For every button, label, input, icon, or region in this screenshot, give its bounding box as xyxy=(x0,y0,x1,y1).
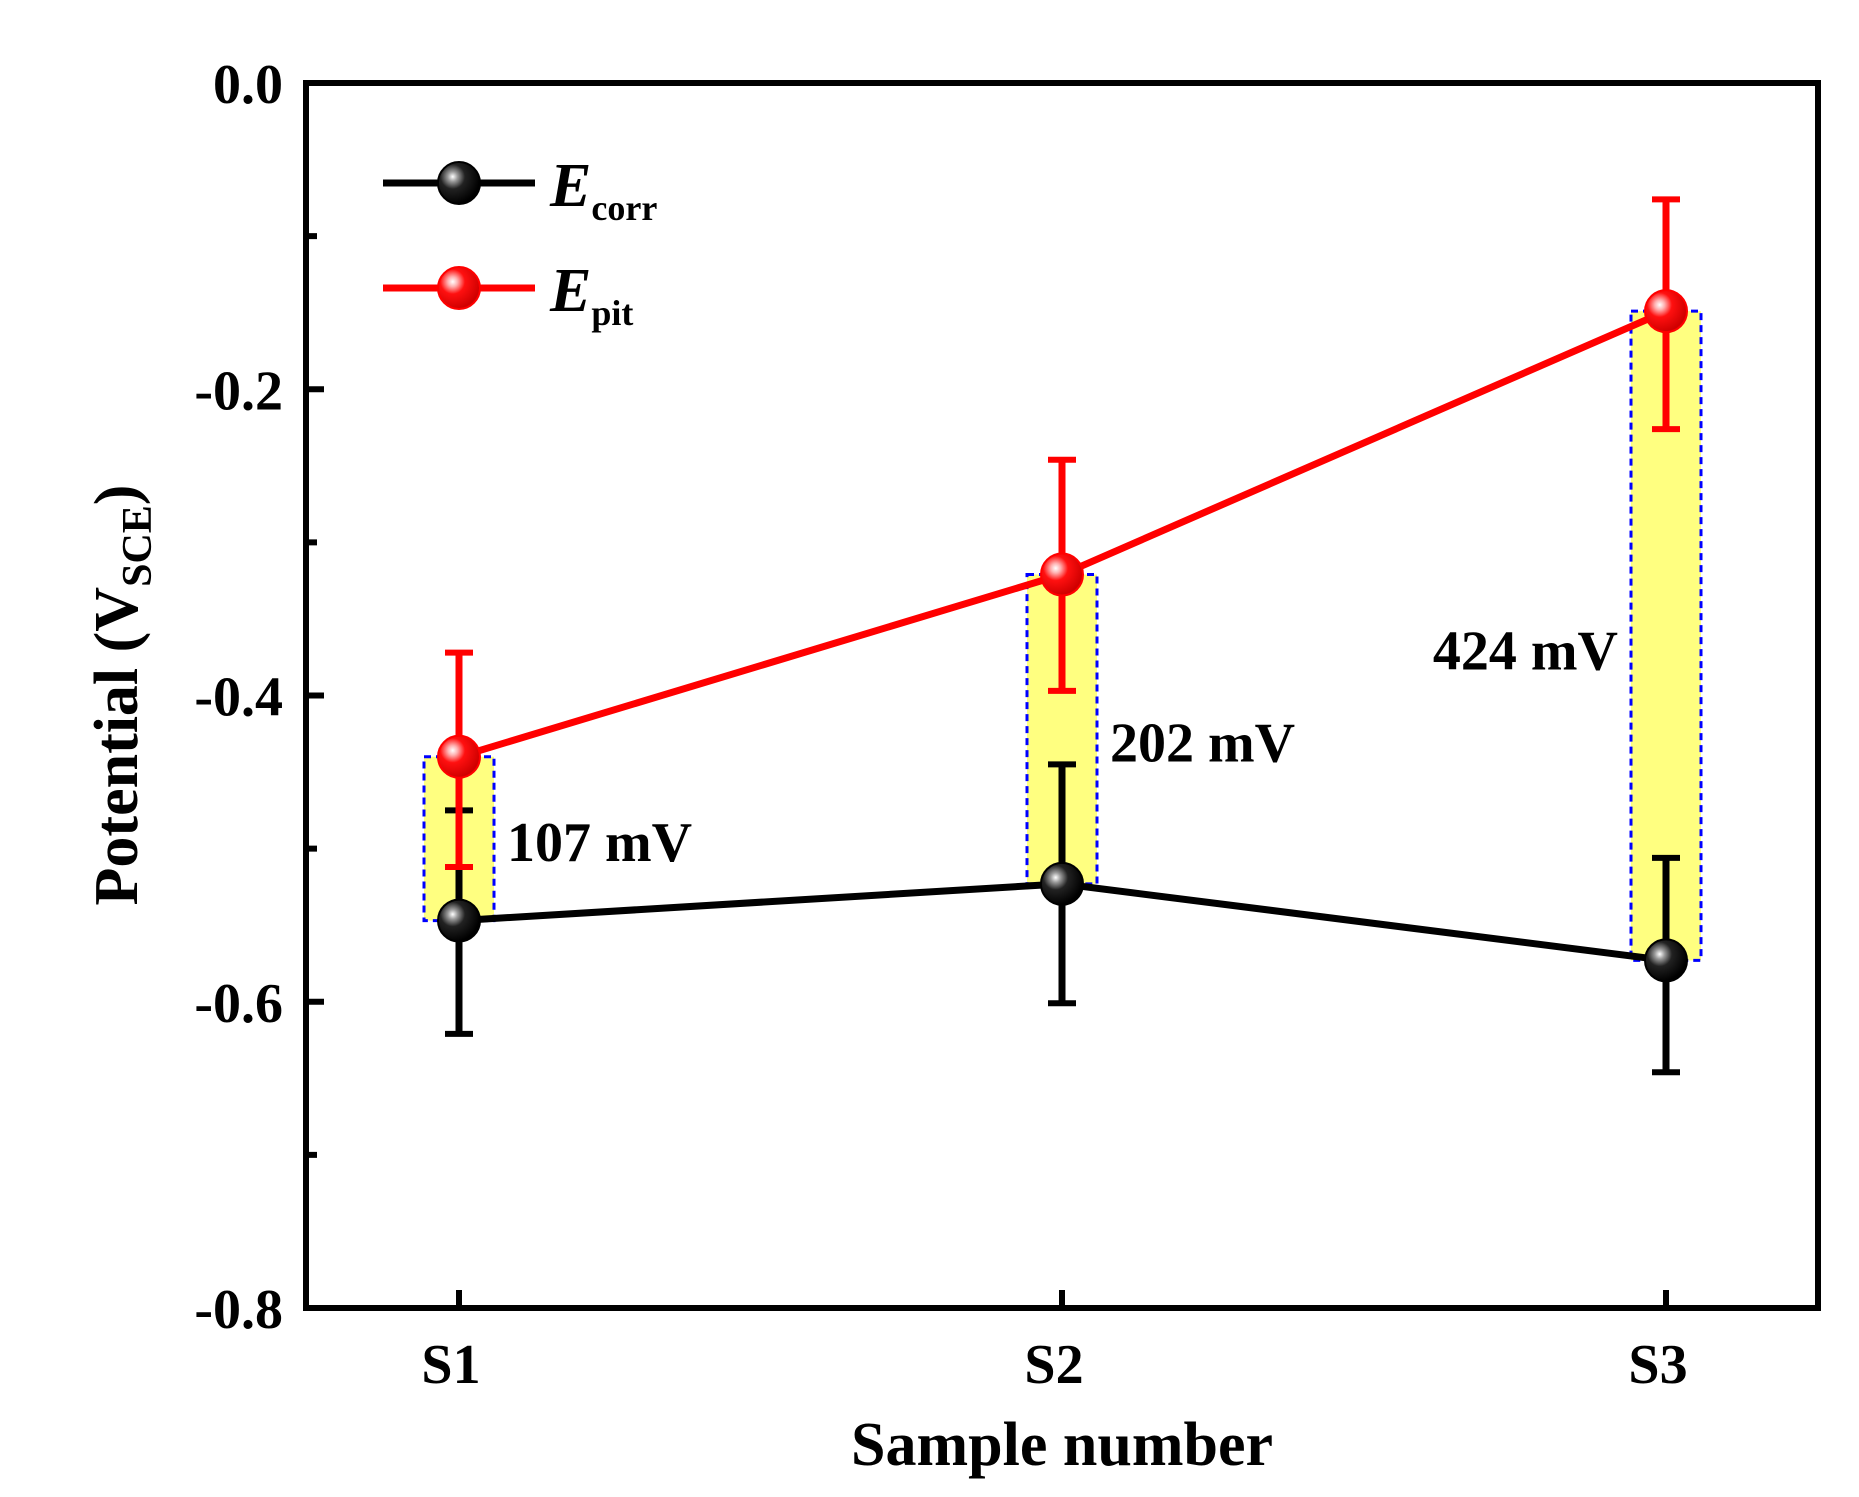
data-markers xyxy=(437,289,1688,983)
y-axis-label: Potential (VSCE) xyxy=(83,485,161,906)
data-point-E_pit xyxy=(437,734,481,779)
data-point-E_pit xyxy=(1040,552,1084,597)
difference-label: 202 mV xyxy=(1110,712,1295,774)
difference-label: 424 mV xyxy=(1433,621,1618,683)
x-tick-label: S2 xyxy=(1024,1334,1083,1396)
legend-epit-main: E xyxy=(549,257,591,325)
legend-marker-epit xyxy=(437,266,481,310)
data-point-E_pit xyxy=(1644,289,1688,334)
legend-label-epit: Epit xyxy=(549,257,633,333)
legend-item-ecorr: Ecorr xyxy=(383,152,657,228)
legend-item-epit: Epit xyxy=(383,257,633,333)
legend: Ecorr Epit xyxy=(383,152,657,333)
difference-label: 107 mV xyxy=(507,812,692,874)
y-tick-label: -0.6 xyxy=(194,973,283,1035)
x-tick-label: S1 xyxy=(421,1334,480,1396)
x-axis-ticks: S1 S2 S3 xyxy=(421,1290,1688,1396)
y-axis-ticks: 0.0 -0.2 -0.4 -0.6 -0.8 xyxy=(194,54,324,1341)
difference-annotations: 107 mV 202 mV 424 mV xyxy=(507,621,1618,874)
data-point-E_corr xyxy=(1040,861,1084,906)
y-tick-label: -0.4 xyxy=(194,667,283,729)
y-axis-label-main: Potential (V xyxy=(83,587,151,906)
y-axis-label-close: ) xyxy=(83,485,151,506)
legend-label-ecorr: Ecorr xyxy=(549,152,657,228)
y-tick-label: -0.2 xyxy=(194,360,283,422)
x-tick-label: S3 xyxy=(1628,1334,1687,1396)
data-point-E_corr xyxy=(437,898,481,943)
y-tick-label: -0.8 xyxy=(194,1279,283,1341)
legend-marker-ecorr xyxy=(437,161,481,205)
y-tick-label: 0.0 xyxy=(213,54,283,116)
legend-ecorr-main: E xyxy=(549,152,591,220)
data-point-E_corr xyxy=(1644,938,1688,983)
legend-ecorr-sub: corr xyxy=(591,188,657,228)
legend-epit-sub: pit xyxy=(591,293,633,333)
x-axis-label: Sample number xyxy=(851,1411,1273,1479)
y-axis-label-sub: SCE xyxy=(115,505,161,587)
